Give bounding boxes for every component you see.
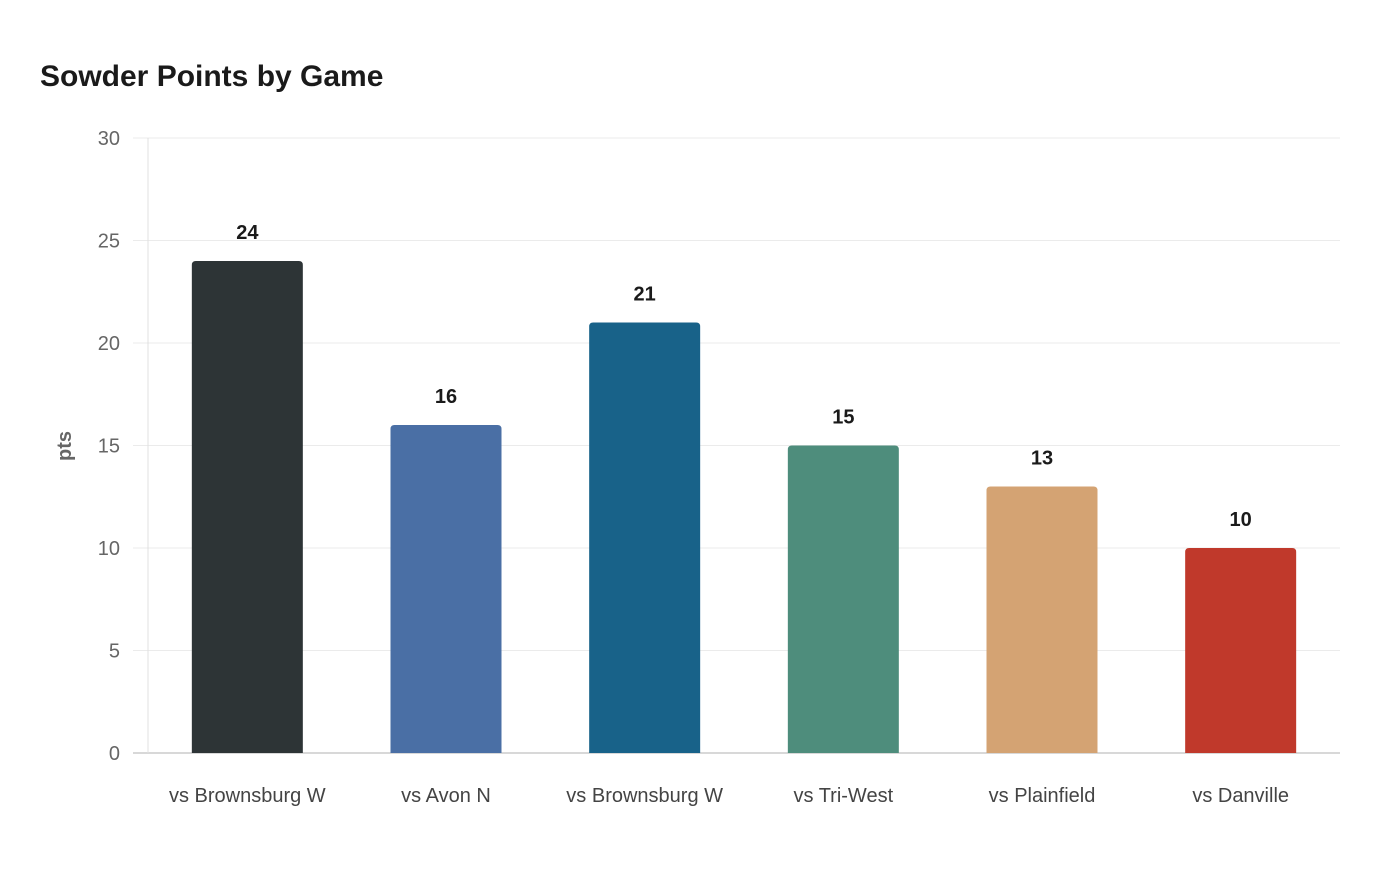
x-tick-label: vs Plainfield bbox=[989, 785, 1096, 807]
y-tick-label: 10 bbox=[98, 538, 120, 560]
bar-value-label: 21 bbox=[634, 284, 656, 306]
y-tick-label: 0 bbox=[109, 743, 120, 765]
y-axis-label: pts bbox=[54, 431, 76, 461]
x-tick-label: vs Tri-West bbox=[794, 785, 894, 807]
bar bbox=[1185, 548, 1297, 753]
x-tick-label: vs Danville bbox=[1192, 785, 1289, 807]
x-tick-label: vs Brownsburg W bbox=[566, 785, 723, 807]
y-tick-label: 30 bbox=[98, 128, 120, 150]
chart-title: Sowder Points by Game bbox=[40, 60, 384, 93]
bar bbox=[787, 445, 899, 753]
x-tick-label: vs Avon N bbox=[401, 785, 491, 807]
bar-value-label: 10 bbox=[1230, 509, 1252, 531]
y-tick-label: 20 bbox=[98, 333, 120, 355]
bar-value-label: 15 bbox=[832, 407, 854, 429]
bar bbox=[191, 261, 303, 753]
y-tick-label: 25 bbox=[98, 231, 120, 253]
bar-value-label: 16 bbox=[435, 386, 457, 408]
x-tick-label: vs Brownsburg W bbox=[169, 785, 326, 807]
bar bbox=[986, 486, 1098, 753]
bar bbox=[390, 425, 502, 753]
y-tick-label: 5 bbox=[109, 641, 120, 663]
bar bbox=[589, 322, 701, 753]
y-tick-label: 15 bbox=[98, 436, 120, 458]
bar-value-label: 24 bbox=[236, 222, 259, 244]
bar-value-label: 13 bbox=[1031, 448, 1053, 470]
